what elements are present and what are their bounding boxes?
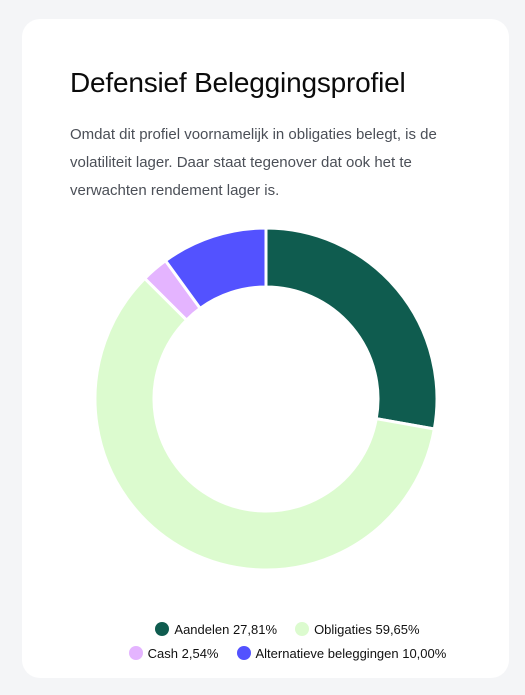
legend-color-dot (236, 646, 251, 660)
card-title: Defensief Beleggingsprofiel (70, 67, 406, 98)
legend-color-dot (128, 646, 143, 660)
legend-item-obligaties: Obligaties 59,65% (295, 622, 420, 637)
legend-label: Cash 2,54% (147, 645, 219, 661)
card-description: Omdat dit profiel voornamelijk in obliga… (70, 126, 437, 199)
legend-label: Alternatieve beleggingen 10,00% (255, 645, 447, 661)
legend-row: Cash 2,54% Alternatieve beleggingen 10,0… (44, 642, 525, 664)
legend-color-dot (295, 622, 310, 636)
chart-legend: Aandelen 27,81% Obligaties 59,65% Cash 2… (44, 618, 525, 664)
legend-item-aandelen: Aandelen 27,81% (155, 622, 277, 637)
legend-color-dot (155, 622, 170, 636)
legend-label: Obligaties 59,65% (314, 621, 420, 637)
legend-item-cash: Cash 2,54% (128, 645, 219, 661)
legend-item-alternatieve-beleggingen: Alternatieve beleggingen 10,00% (236, 645, 447, 661)
profile-card: Defensief Beleggingsprofiel Omdat dit pr… (22, 19, 509, 678)
legend-label: Aandelen 27,81% (174, 621, 278, 637)
legend-row: Aandelen 27,81% Obligaties 59,65% (44, 618, 525, 640)
